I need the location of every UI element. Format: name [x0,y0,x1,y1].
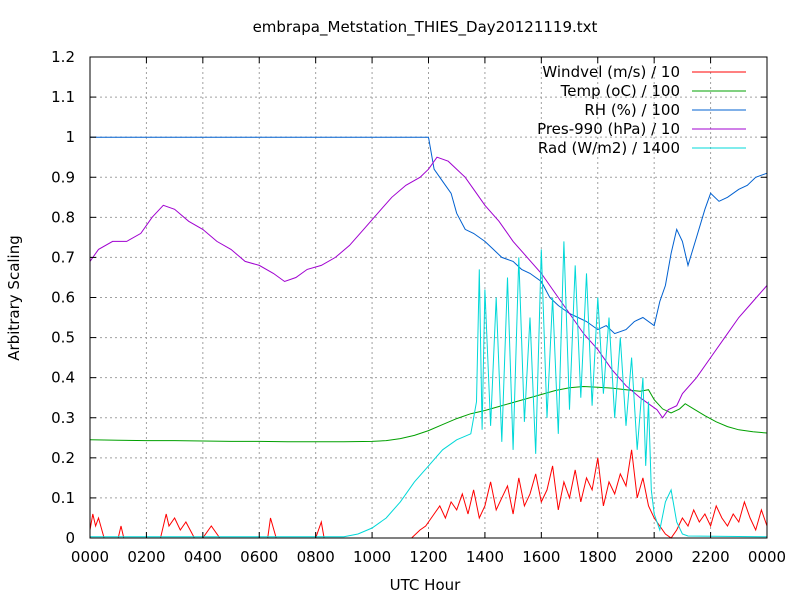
y-tick-label: 1.1 [51,88,75,106]
legend-label: Temp (oC) / 100 [560,82,680,100]
x-tick-label: 0200 [127,548,165,566]
x-tick-label: 1200 [409,548,447,566]
x-tick-label: 0600 [240,548,278,566]
y-tick-label: 1.2 [51,48,75,66]
y-tick-label: 0.2 [51,449,75,467]
x-tick-label: 0000 [71,548,109,566]
tick-labels: 0 0.1 0.2 0.3 0.4 0.5 0.6 0.7 0.8 0.9 1 1.1 1.2 0000 0… [51,48,786,566]
x-tick-label: 2200 [691,548,729,566]
y-tick-label: 0.9 [51,168,75,186]
y-tick-label: 0.8 [51,208,75,226]
series-line-2 [89,385,768,443]
plot-border [89,56,768,539]
x-tick-label: 0000 [748,548,786,566]
y-tick-label: 0.5 [51,329,75,347]
y-tick-label: 0.7 [51,248,75,266]
y-tick-label: 0.6 [51,289,75,307]
y-tick-label: 0.1 [51,489,75,507]
y-tick-label: 0.4 [51,369,75,387]
series-line-5 [90,241,768,538]
y-tick-label: 0.3 [51,409,75,427]
x-tick-label: 1800 [579,548,617,566]
y-tick-label: 0 [65,529,75,547]
x-axis-label: UTC Hour [390,576,461,594]
series-lines [89,136,768,539]
plot-frame [89,56,768,539]
x-tick-label: 1400 [466,548,504,566]
legend-label: Windvel (m/s) / 10 [542,63,680,81]
x-tick-label: 0800 [297,548,335,566]
x-tick-label: 1000 [353,548,391,566]
legend-label: RH (%) / 100 [584,101,680,119]
y-tick-label: 1 [65,128,75,146]
y-axis-label: Arbitrary Scaling [5,235,23,361]
series-line-4 [89,156,768,419]
x-tick-label: 1600 [522,548,560,566]
series-line-1 [89,449,768,539]
x-tick-label: 0400 [184,548,222,566]
legend-label: Pres-990 (hPa) / 10 [537,120,680,138]
chart-title: embrapa_Metstation_THIES_Day20121119.txt [253,18,598,37]
series-line-3 [90,136,768,335]
x-tick-label: 2000 [635,548,673,566]
legend-label: Rad (W/m2) / 1400 [538,139,680,157]
